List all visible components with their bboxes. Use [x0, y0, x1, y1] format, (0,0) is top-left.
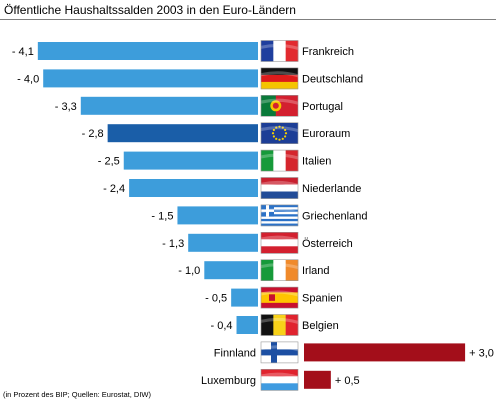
- bar: [188, 233, 258, 252]
- bar-row-10: - 0,5 Spanien: [205, 286, 342, 309]
- bar-row-7: - 1,5 Griechenland: [151, 204, 367, 227]
- bar: [43, 69, 259, 88]
- bar-row-9: - 1,0 Irland: [178, 259, 330, 282]
- value-label: - 1,5: [151, 210, 173, 222]
- bar: [107, 124, 258, 143]
- bar-row-12: + 3,0 Finnland: [214, 341, 494, 364]
- country-label: Italien: [302, 156, 331, 168]
- value-label: + 3,0: [469, 347, 494, 359]
- bar: [304, 343, 466, 362]
- country-label: Belgien: [302, 320, 339, 332]
- country-label: Griechenland: [302, 210, 367, 222]
- bar-row-5: - 2,5 Italien: [98, 149, 331, 172]
- france-flag-icon: [260, 40, 299, 62]
- greece-flag-icon: [260, 204, 299, 227]
- value-label: - 2,5: [98, 156, 120, 168]
- spain-flag-icon: [260, 286, 299, 309]
- chart-footnote: (in Prozent des BIP; Quellen: Eurostat, …: [3, 390, 151, 399]
- bar: [123, 151, 258, 170]
- title-divider: [0, 19, 496, 20]
- country-label: Österreich: [302, 238, 353, 250]
- value-label: - 3,3: [55, 101, 77, 113]
- germany-flag-icon: [260, 67, 299, 90]
- chart-title: Öffentliche Haushaltssalden 2003 in den …: [4, 3, 296, 17]
- bar: [204, 261, 258, 280]
- luxembourg-flag-icon: [260, 368, 299, 391]
- value-label: - 2,4: [103, 183, 125, 195]
- bar: [129, 179, 258, 197]
- value-label: - 4,0: [17, 73, 39, 85]
- bar: [236, 316, 258, 334]
- country-label: Frankreich: [302, 46, 354, 58]
- bar: [80, 96, 258, 115]
- bar-row-3: - 3,3 Portugal: [55, 95, 343, 117]
- portugal-flag-icon: [260, 95, 299, 117]
- value-label: - 0,4: [211, 320, 233, 332]
- country-label: Luxemburg: [201, 375, 256, 387]
- eu-flag-icon: [260, 122, 299, 144]
- bar-row-13: + 0,5 Luxemburg: [201, 368, 360, 391]
- value-label: - 1,0: [178, 265, 200, 277]
- country-label: Spanien: [302, 293, 342, 305]
- ireland-flag-icon: [260, 259, 299, 282]
- value-label: - 1,3: [162, 238, 184, 250]
- value-label: - 0,5: [205, 293, 227, 305]
- netherlands-flag-icon: [260, 177, 299, 199]
- austria-flag-icon: [260, 232, 299, 254]
- country-label: Portugal: [302, 101, 343, 113]
- country-label: Deutschland: [302, 73, 363, 85]
- bar: [177, 206, 258, 225]
- country-label: Euroraum: [302, 128, 350, 140]
- country-label: Irland: [302, 265, 330, 277]
- bar-row-2: - 4,0 Deutschland: [17, 67, 363, 90]
- bar: [37, 42, 258, 60]
- bar: [231, 288, 258, 307]
- value-label: - 4,1: [12, 46, 34, 58]
- finland-flag-icon: [260, 341, 299, 364]
- bar-row-6: - 2,4 Niederlande: [103, 177, 361, 199]
- value-label: - 2,8: [82, 128, 104, 140]
- country-label: Finnland: [214, 347, 256, 359]
- bar-row-8: - 1,3 Österreich: [162, 232, 353, 254]
- italy-flag-icon: [260, 149, 299, 172]
- country-label: Niederlande: [302, 183, 361, 195]
- bar-row-4: - 2,8 Euroraum: [82, 122, 350, 144]
- value-label: + 0,5: [335, 375, 360, 387]
- bar: [304, 370, 331, 389]
- belgium-flag-icon: [260, 314, 299, 336]
- bar-row-1: - 4,1 Frankreich: [12, 40, 354, 62]
- bar-row-11: - 0,4 Belgien: [211, 314, 339, 336]
